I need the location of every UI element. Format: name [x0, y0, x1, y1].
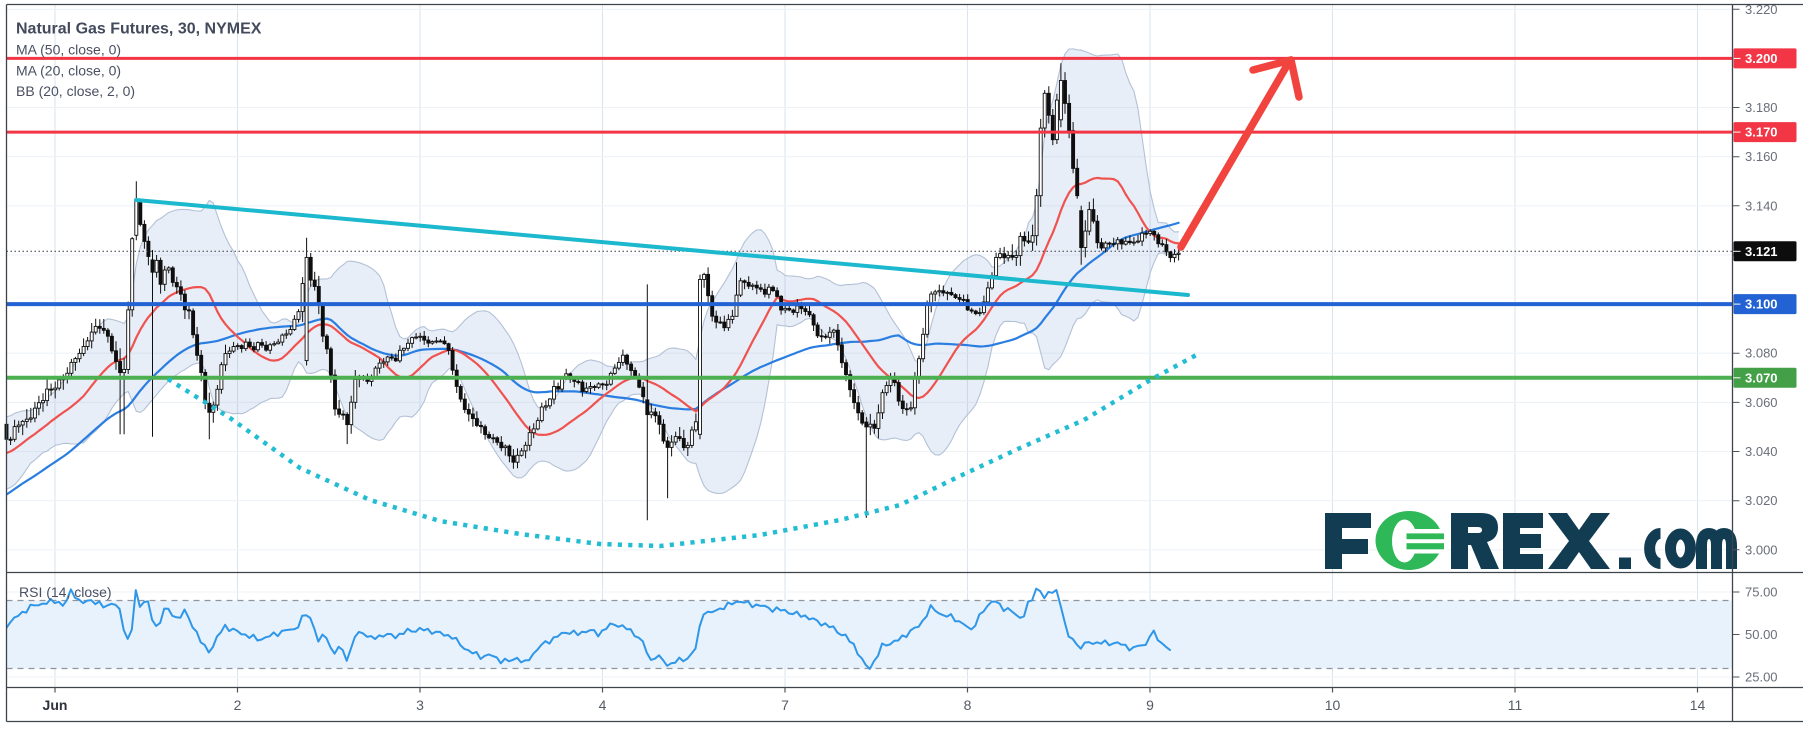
svg-text:3.170: 3.170	[1745, 125, 1778, 140]
svg-text:RSI (14, close): RSI (14, close)	[19, 584, 112, 600]
svg-text:Natural Gas Futures, 30, NYMEX: Natural Gas Futures, 30, NYMEX	[16, 21, 262, 38]
svg-text:50.00: 50.00	[1745, 627, 1778, 642]
svg-text:MA (20, close, 0): MA (20, close, 0)	[16, 63, 121, 79]
svg-text:2: 2	[234, 697, 242, 713]
svg-text:14: 14	[1690, 697, 1706, 713]
svg-text:3: 3	[416, 697, 424, 713]
svg-text:Jun: Jun	[43, 697, 68, 713]
svg-text:3.070: 3.070	[1745, 370, 1778, 385]
svg-text:4: 4	[599, 697, 607, 713]
svg-text:3.200: 3.200	[1745, 51, 1778, 66]
svg-text:7: 7	[781, 697, 789, 713]
svg-text:3.080: 3.080	[1745, 346, 1778, 361]
svg-text:3.020: 3.020	[1745, 493, 1778, 508]
svg-text:3.180: 3.180	[1745, 100, 1778, 115]
svg-text:11: 11	[1508, 697, 1523, 713]
svg-text:3.220: 3.220	[1745, 2, 1778, 17]
svg-text:BB (20, close, 2, 0): BB (20, close, 2, 0)	[16, 83, 135, 99]
svg-text:3.140: 3.140	[1745, 198, 1778, 213]
svg-text:MA (50, close, 0): MA (50, close, 0)	[16, 42, 121, 58]
svg-text:3.060: 3.060	[1745, 395, 1778, 410]
svg-text:9: 9	[1146, 697, 1154, 713]
svg-text:3.100: 3.100	[1745, 297, 1778, 312]
svg-text:75.00: 75.00	[1745, 585, 1778, 600]
svg-text:3.040: 3.040	[1745, 444, 1778, 459]
svg-text:8: 8	[964, 697, 972, 713]
svg-text:10: 10	[1325, 697, 1341, 713]
svg-text:3.000: 3.000	[1745, 542, 1778, 557]
svg-text:3.121: 3.121	[1745, 244, 1778, 259]
svg-text:25.00: 25.00	[1745, 670, 1778, 685]
svg-text:3.160: 3.160	[1745, 149, 1778, 164]
